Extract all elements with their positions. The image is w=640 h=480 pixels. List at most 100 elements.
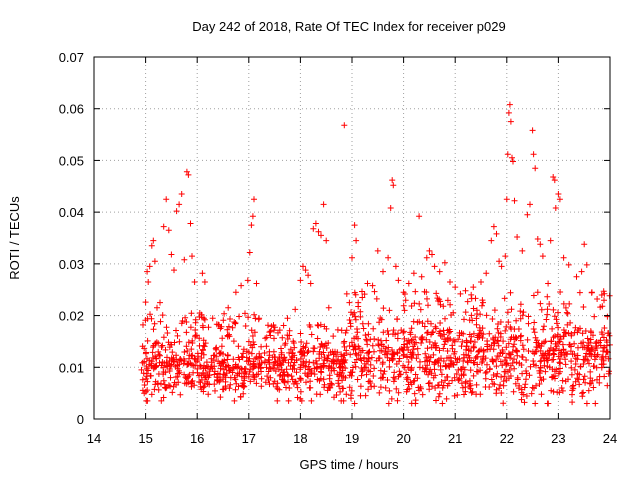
data-point [158,344,165,350]
data-point [317,344,324,350]
data-point [506,367,513,373]
data-point [466,377,473,384]
data-point [459,384,466,391]
data-point [527,363,534,370]
data-point [359,320,366,327]
data-point [185,339,192,346]
data-point [448,357,455,364]
data-point [189,353,196,359]
data-point [479,356,486,363]
data-point [194,365,201,372]
data-point [201,279,208,285]
data-point [230,356,237,363]
data-point [363,336,370,343]
data-point [501,368,508,375]
data-point [438,379,445,385]
data-point [346,384,353,391]
data-point [497,358,504,365]
data-point [392,263,399,270]
data-point [554,333,561,340]
data-point [566,300,573,307]
data-point [543,355,550,362]
data-point [405,364,411,371]
data-point [518,332,525,339]
data-point [569,351,576,358]
data-point [304,372,311,378]
data-point [199,270,206,277]
data-point [192,319,199,326]
data-point [588,329,595,336]
data-point [235,343,242,350]
data-point [412,397,419,404]
data-point [288,373,295,380]
data-point [604,382,611,389]
data-point [449,342,456,349]
data-point [321,354,328,361]
data-point [308,331,315,338]
data-point [550,356,557,363]
data-point [377,384,384,391]
data-point [580,376,587,383]
data-point [186,352,193,359]
data-point [536,342,543,349]
data-point [562,304,569,311]
data-point [560,327,567,333]
data-point [236,356,243,363]
data-point [170,383,177,390]
data-point [226,333,233,340]
data-point [571,329,578,336]
data-point [465,352,472,359]
data-point [454,356,461,363]
data-point [470,330,477,337]
data-point [272,358,279,365]
data-point [357,392,364,399]
data-point [320,363,327,370]
data-point [556,196,563,203]
data-point [456,375,463,382]
data-point [297,395,304,402]
data-point [552,333,558,339]
data-point [493,363,500,370]
data-point [160,371,167,378]
data-point [424,330,430,336]
data-point [423,354,430,361]
data-point [510,158,516,165]
data-point [430,329,437,335]
data-point [190,362,197,369]
data-point [272,368,279,375]
data-point [266,381,273,388]
data-point [245,373,252,380]
data-point [488,376,495,383]
data-point [368,383,375,390]
data-point [278,361,285,368]
data-point [227,316,233,322]
data-point [171,339,178,346]
data-point [455,336,462,343]
data-point [240,390,247,397]
data-point [572,355,579,362]
data-point [189,253,195,260]
data-point [532,165,539,172]
data-point [439,400,446,407]
data-point [530,292,537,299]
data-point [184,348,191,354]
data-point [334,371,341,378]
data-point [155,348,162,355]
data-point [431,263,438,270]
x-tick-label: 16 [190,431,204,446]
data-point [400,289,407,296]
x-tick-label: 15 [138,431,152,446]
data-point [405,359,412,365]
data-point [544,363,551,370]
data-point [321,342,328,349]
data-point [253,380,260,387]
x-tick-label: 14 [87,431,101,446]
data-point [281,342,288,348]
data-point [583,400,590,407]
data-point [318,232,324,239]
data-point [275,366,282,373]
data-point [551,177,558,184]
data-point [400,329,407,336]
data-point [593,339,600,345]
data-point [555,324,562,331]
